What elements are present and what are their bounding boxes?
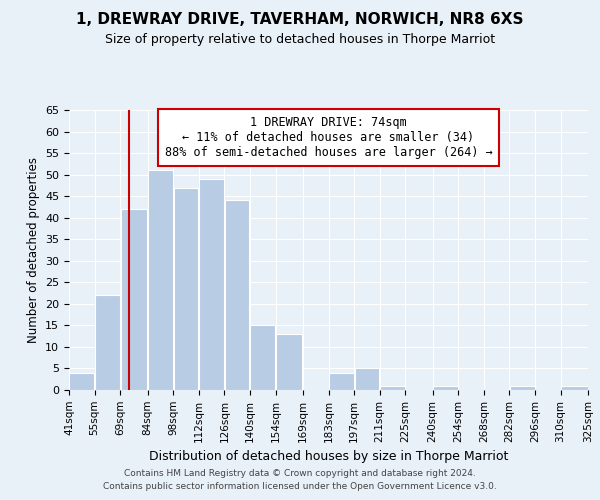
Text: Size of property relative to detached houses in Thorpe Marriot: Size of property relative to detached ho… xyxy=(105,32,495,46)
Bar xyxy=(276,334,302,390)
Bar xyxy=(355,368,379,390)
Bar xyxy=(561,386,587,390)
Bar xyxy=(510,386,535,390)
Bar xyxy=(173,188,198,390)
Text: Contains public sector information licensed under the Open Government Licence v3: Contains public sector information licen… xyxy=(103,482,497,491)
Text: 1 DREWRAY DRIVE: 74sqm
← 11% of detached houses are smaller (34)
88% of semi-det: 1 DREWRAY DRIVE: 74sqm ← 11% of detached… xyxy=(164,116,493,158)
Text: Contains HM Land Registry data © Crown copyright and database right 2024.: Contains HM Land Registry data © Crown c… xyxy=(124,468,476,477)
Bar xyxy=(225,200,250,390)
Text: 1, DREWRAY DRIVE, TAVERHAM, NORWICH, NR8 6XS: 1, DREWRAY DRIVE, TAVERHAM, NORWICH, NR8… xyxy=(76,12,524,28)
Bar xyxy=(121,209,147,390)
Bar xyxy=(70,373,94,390)
Bar xyxy=(380,386,405,390)
Y-axis label: Number of detached properties: Number of detached properties xyxy=(26,157,40,343)
Bar xyxy=(148,170,173,390)
Bar xyxy=(433,386,458,390)
X-axis label: Distribution of detached houses by size in Thorpe Marriot: Distribution of detached houses by size … xyxy=(149,450,508,463)
Bar xyxy=(250,326,275,390)
Bar xyxy=(199,179,224,390)
Bar xyxy=(95,295,120,390)
Bar xyxy=(329,373,353,390)
